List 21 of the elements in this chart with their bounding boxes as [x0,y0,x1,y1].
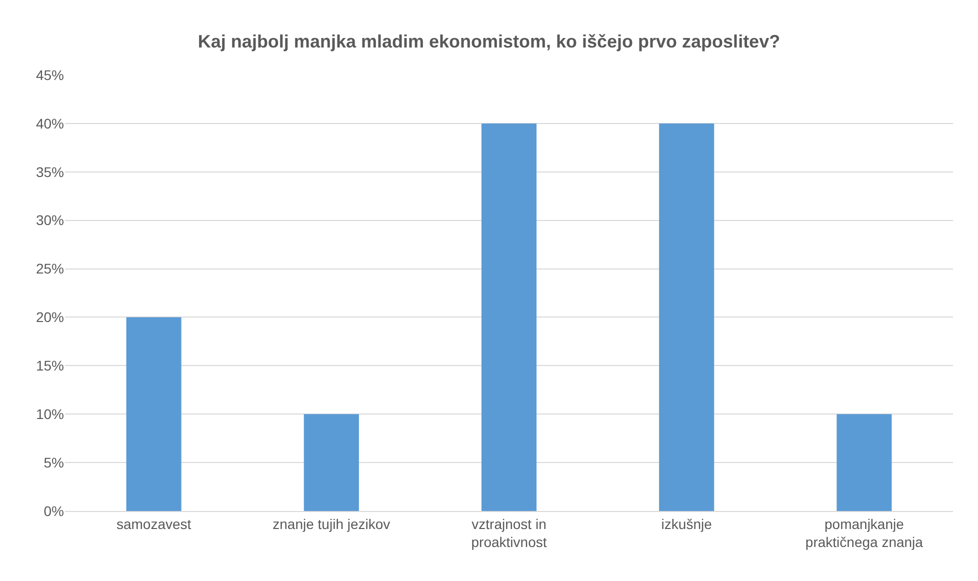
x-tick-label: samozavest [116,516,192,532]
y-tick-label: 5% [44,454,64,470]
x-tick-label: vztrajnost in proaktivnost [471,516,547,550]
chart-title: Kaj najbolj manjka mladim ekonomistom, ko iščejo prvo zaposlitev? [198,31,780,52]
x-tick-label: znanje tujih jezikov [272,516,390,532]
y-tick-label: 40% [36,115,64,132]
x-tick-label: pomanjkanje praktičnega znanja [805,516,924,550]
y-tick-label: 30% [36,212,64,228]
bar [304,414,359,511]
y-tick-label: 10% [36,406,64,422]
y-tick-label: 45% [36,66,64,83]
y-tick-label: 15% [36,358,64,374]
bar [481,123,537,511]
y-tick-label: 35% [36,164,64,180]
bar [836,414,892,511]
y-tick-label: 20% [36,309,64,326]
y-tick-label: 0% [44,502,64,519]
bar [126,317,182,511]
bar [659,123,714,511]
x-tick-label: izkušnje [661,516,712,532]
y-tick-label: 25% [36,260,64,277]
